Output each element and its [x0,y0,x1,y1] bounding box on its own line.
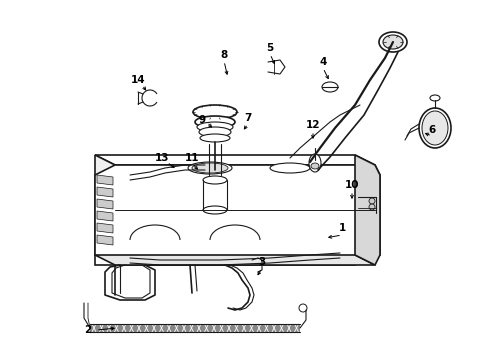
Ellipse shape [421,111,447,145]
Ellipse shape [308,154,320,172]
Polygon shape [95,155,374,165]
Ellipse shape [310,163,318,169]
Polygon shape [354,155,379,265]
Polygon shape [97,235,113,245]
Polygon shape [97,175,113,185]
Ellipse shape [321,82,337,92]
Text: 13: 13 [154,153,169,163]
Polygon shape [95,255,374,265]
Text: 5: 5 [266,43,273,53]
Text: 3: 3 [258,257,265,267]
Text: 7: 7 [244,113,251,123]
Ellipse shape [199,127,230,137]
Text: 6: 6 [427,125,435,135]
Text: 1: 1 [338,223,345,233]
Ellipse shape [193,105,237,119]
Ellipse shape [197,122,232,132]
Polygon shape [97,187,113,197]
Polygon shape [97,223,113,233]
Bar [90,324,299,332]
Text: 11: 11 [184,153,199,163]
Ellipse shape [187,162,231,174]
Ellipse shape [195,116,235,128]
Ellipse shape [192,163,227,173]
Ellipse shape [298,304,306,312]
Ellipse shape [203,176,226,184]
Text: 4: 4 [319,57,326,67]
Ellipse shape [418,108,450,148]
Polygon shape [97,211,113,221]
Ellipse shape [269,163,309,173]
Text: 10: 10 [344,180,359,190]
Polygon shape [95,165,379,265]
Ellipse shape [382,35,402,49]
Text: 14: 14 [130,75,145,85]
Ellipse shape [378,32,406,52]
Text: 2: 2 [84,325,91,335]
Ellipse shape [368,204,374,210]
Ellipse shape [429,95,439,101]
Text: 9: 9 [198,115,205,125]
Text: 8: 8 [220,50,227,60]
Polygon shape [95,155,115,265]
Ellipse shape [200,134,229,142]
Ellipse shape [203,206,226,214]
Text: 12: 12 [305,120,320,130]
Polygon shape [97,199,113,209]
Ellipse shape [368,198,374,204]
